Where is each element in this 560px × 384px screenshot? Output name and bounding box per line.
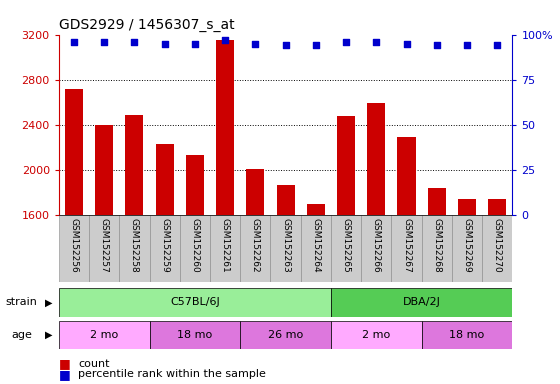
Bar (59, 321, 150, 349)
Text: GSM152270: GSM152270 (493, 218, 502, 273)
Bar (331, 321, 422, 349)
Bar (331, 215, 361, 282)
Bar (246, 169, 264, 215)
Text: age: age (11, 330, 32, 340)
Point (130, 39, 139, 45)
Text: 18 mo: 18 mo (450, 330, 484, 340)
Text: ▶: ▶ (45, 330, 52, 340)
Point (160, 41, 169, 47)
Bar (150, 215, 180, 282)
Bar (89, 215, 119, 282)
Point (493, 42, 502, 48)
Bar (482, 215, 512, 282)
Text: GSM152265: GSM152265 (342, 218, 351, 273)
Text: GSM152262: GSM152262 (251, 218, 260, 273)
Point (402, 41, 411, 47)
Point (463, 42, 472, 48)
Bar (277, 185, 295, 215)
Text: GSM152259: GSM152259 (160, 218, 169, 273)
Bar (270, 215, 301, 282)
Text: 18 mo: 18 mo (178, 330, 212, 340)
Bar (452, 215, 482, 282)
Bar (180, 215, 210, 282)
Point (251, 41, 260, 47)
Text: percentile rank within the sample: percentile rank within the sample (78, 369, 266, 379)
Text: 26 mo: 26 mo (268, 330, 303, 340)
Bar (361, 215, 391, 282)
Point (432, 42, 441, 48)
Text: GSM152266: GSM152266 (372, 218, 381, 273)
Text: ▶: ▶ (45, 297, 52, 308)
Text: GSM152256: GSM152256 (69, 218, 78, 273)
Bar (391, 215, 422, 282)
Text: ■: ■ (59, 368, 71, 381)
Text: GSM152264: GSM152264 (311, 218, 320, 273)
Bar (65, 89, 83, 215)
Bar (119, 215, 150, 282)
Bar (125, 115, 143, 215)
Text: GSM152258: GSM152258 (130, 218, 139, 273)
Text: GSM152261: GSM152261 (221, 218, 230, 273)
Text: ■: ■ (59, 357, 71, 370)
Bar (337, 116, 355, 215)
Text: GSM152263: GSM152263 (281, 218, 290, 273)
Text: GSM152269: GSM152269 (463, 218, 472, 273)
Bar (240, 321, 331, 349)
Bar (422, 215, 452, 282)
Point (372, 39, 381, 45)
Bar (150, 321, 240, 349)
Bar (301, 215, 331, 282)
Text: 2 mo: 2 mo (90, 330, 118, 340)
Bar (422, 321, 512, 349)
Point (342, 39, 351, 45)
Text: strain: strain (6, 297, 38, 308)
Bar (458, 199, 476, 215)
Text: GSM152260: GSM152260 (190, 218, 199, 273)
Bar (95, 125, 113, 215)
Text: GSM152257: GSM152257 (100, 218, 109, 273)
Point (281, 42, 290, 48)
Bar (331, 288, 512, 317)
Point (100, 39, 109, 45)
Point (311, 42, 320, 48)
Bar (488, 199, 506, 215)
Bar (216, 40, 234, 215)
Text: GSM152267: GSM152267 (402, 218, 411, 273)
Text: count: count (78, 359, 110, 369)
Text: GSM152268: GSM152268 (432, 218, 441, 273)
Bar (367, 103, 385, 215)
Bar (210, 215, 240, 282)
Bar (186, 155, 204, 215)
Bar (59, 215, 89, 282)
Bar (307, 204, 325, 215)
Point (69, 39, 78, 45)
Text: C57BL/6J: C57BL/6J (170, 297, 220, 308)
Bar (59, 288, 331, 317)
Text: GDS2929 / 1456307_s_at: GDS2929 / 1456307_s_at (59, 18, 235, 32)
Text: DBA/2J: DBA/2J (403, 297, 441, 308)
Point (190, 41, 199, 47)
Bar (428, 188, 446, 215)
Bar (156, 144, 174, 215)
Text: 2 mo: 2 mo (362, 330, 390, 340)
Bar (398, 137, 416, 215)
Bar (240, 215, 270, 282)
Point (221, 37, 230, 43)
